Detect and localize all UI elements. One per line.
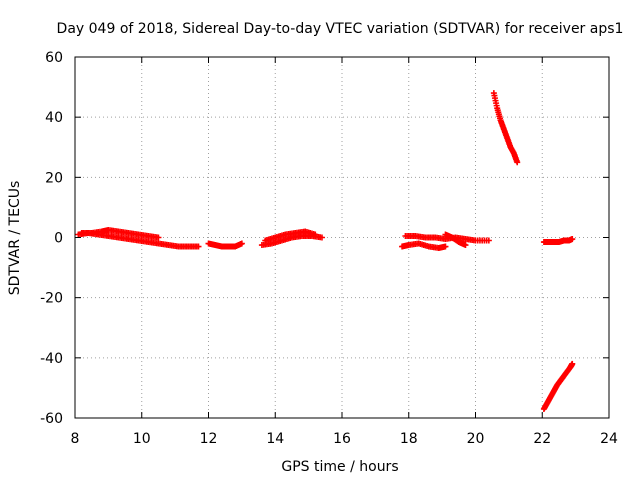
chart-title: Day 049 of 2018, Sidereal Day-to-day VTE… [57,21,624,37]
x-tick-label: 10 [133,431,151,447]
data-point [569,236,576,243]
y-axis-label: SDTVAR / TECUs [7,181,23,296]
x-tick-label: 8 [71,431,80,447]
series-arc-6 [540,236,576,246]
y-tick-label: 0 [54,231,63,247]
data-point [569,360,576,367]
axis-ticks [74,56,610,419]
data-point [462,242,469,249]
data-point [195,243,202,250]
data-point [442,243,449,250]
data-point [485,237,492,244]
tick-labels: 8 10 12 14 16 18 20 22 24 -60 -40 -20 0 20 40 60 [40,50,618,447]
y-tick-label: 40 [45,110,63,126]
y-tick-label: 60 [45,50,63,66]
x-tick-label: 18 [400,431,418,447]
series-arc-2 [205,240,245,250]
data-point [514,159,521,166]
x-tick-label: 14 [266,431,284,447]
y-tick-label: 20 [45,170,63,186]
series-arc-1b [78,226,162,241]
x-tick-label: 24 [600,431,618,447]
series-arc-4b [402,232,492,244]
series-arc-7 [540,360,576,412]
x-axis-label: GPS time / hours [281,459,398,475]
data-point [238,240,245,247]
x-tick-label: 20 [467,431,485,447]
y-tick-label: -60 [40,411,63,427]
y-tick-label: -40 [40,351,63,367]
series-arc-5 [490,90,521,166]
x-tick-label: 16 [333,431,351,447]
y-tick-label: -20 [40,291,63,307]
x-tick-label: 22 [533,431,551,447]
series-arc-4a [399,240,449,252]
data-point [312,231,319,238]
data-point [318,234,325,241]
data-point [155,234,162,241]
x-tick-label: 12 [200,431,218,447]
series-arc-4c [442,231,469,249]
series-arc-3b [262,228,319,244]
data-points [75,90,576,412]
